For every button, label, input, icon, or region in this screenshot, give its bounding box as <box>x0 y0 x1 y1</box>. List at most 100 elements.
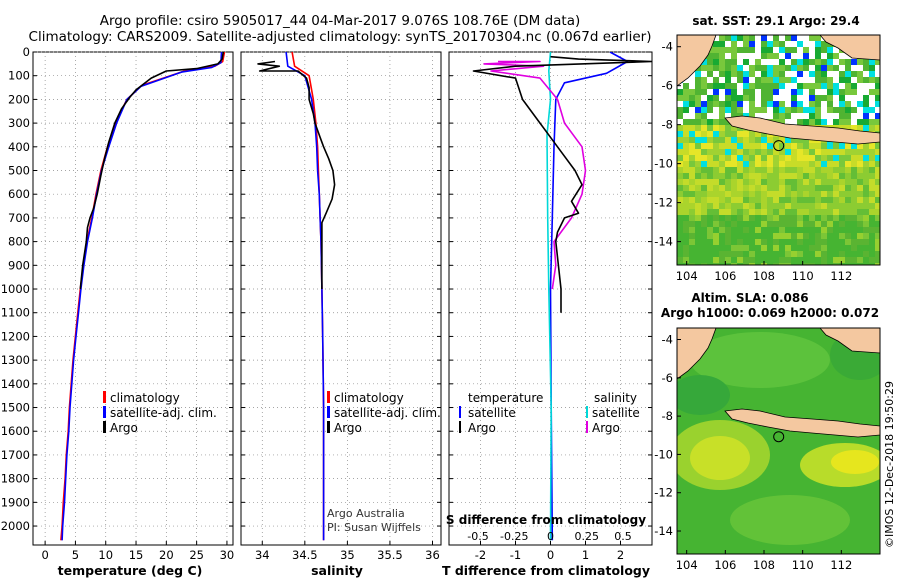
sst-cell <box>701 233 707 239</box>
sst-cell <box>815 221 821 227</box>
sst-cell <box>749 209 755 215</box>
sst-cell <box>737 41 743 47</box>
sst-cell <box>737 221 743 227</box>
x-tick-label: 5 <box>72 548 79 562</box>
sst-cell <box>839 155 845 161</box>
sst-cell <box>863 173 869 179</box>
sst-cell <box>683 245 689 251</box>
sst-cell <box>731 239 737 245</box>
sst-cell <box>737 137 743 143</box>
sst-cell <box>869 245 875 251</box>
sst-cell <box>713 125 719 131</box>
sst-cell <box>839 173 845 179</box>
sst-cell <box>719 257 725 263</box>
sst-cell <box>701 143 707 149</box>
sst-cell <box>677 143 683 149</box>
sst-cell <box>851 215 857 221</box>
sst-cell <box>731 107 737 113</box>
sst-cell <box>689 227 695 233</box>
sst-cell <box>785 143 791 149</box>
sst-cell <box>713 245 719 251</box>
sst-cell <box>713 59 719 65</box>
sst-cell <box>701 95 707 101</box>
sst-cell <box>731 209 737 215</box>
sst-cell <box>863 221 869 227</box>
x-tick-label: 30 <box>220 548 235 562</box>
sst-cell <box>785 95 791 101</box>
sst-cell <box>725 167 731 173</box>
sst-cell <box>875 65 880 71</box>
sst-cell <box>791 95 797 101</box>
sst-cell <box>683 137 689 143</box>
sst-cell <box>773 173 779 179</box>
sst-cell <box>725 185 731 191</box>
sst-cell <box>833 227 839 233</box>
sst-cell <box>869 113 875 119</box>
sst-cell <box>845 125 851 131</box>
map-x-tick-label: 110 <box>792 269 814 283</box>
sst-cell <box>815 101 821 107</box>
sst-cell <box>701 113 707 119</box>
sst-cell <box>809 197 815 203</box>
sst-cell <box>845 221 851 227</box>
sst-cell <box>689 209 695 215</box>
sst-cell <box>785 59 791 65</box>
sst-cell <box>695 113 701 119</box>
sst-cell <box>695 245 701 251</box>
sst-cell <box>743 155 749 161</box>
sst-cell <box>677 245 683 251</box>
sst-cell <box>761 227 767 233</box>
sst-cell <box>719 35 725 41</box>
sst-cell <box>713 227 719 233</box>
sst-cell <box>695 119 701 125</box>
sst-cell <box>713 167 719 173</box>
legend-temp-satellite-swatch <box>459 406 461 418</box>
sst-cell <box>857 173 863 179</box>
sst-cell <box>791 83 797 89</box>
sst-map-axes: 104 106 108 110 112 -4 -6 -8 -10 -12 -14 <box>654 40 852 283</box>
sst-cell <box>827 227 833 233</box>
sst-cell <box>857 113 863 119</box>
series-line-salinity-argo <box>483 60 587 290</box>
x-tick-label: 10 <box>98 548 113 562</box>
sst-cell <box>677 215 683 221</box>
sla-map-panel: Altim. SLA: 0.086 Argo h1000: 0.069 h200… <box>654 291 881 572</box>
sst-cell <box>731 131 737 137</box>
sst-cell <box>683 89 689 95</box>
sst-cell <box>857 125 863 131</box>
sst-cell <box>785 173 791 179</box>
sst-cell <box>827 209 833 215</box>
sst-cell <box>857 221 863 227</box>
sst-cell <box>683 215 689 221</box>
sst-cell <box>719 41 725 47</box>
sst-cell <box>689 167 695 173</box>
sst-cell <box>737 263 743 265</box>
sst-cell <box>743 197 749 203</box>
sst-cell <box>803 263 809 265</box>
kalimantan-land <box>819 328 880 354</box>
sst-cell <box>863 83 869 89</box>
sst-cell <box>821 59 827 65</box>
sst-cell <box>779 155 785 161</box>
sla-blob <box>690 332 830 388</box>
sst-cell <box>719 143 725 149</box>
sst-cell <box>815 239 821 245</box>
sst-cell <box>773 167 779 173</box>
sst-cell <box>851 155 857 161</box>
sst-cell <box>779 227 785 233</box>
sst-cell <box>725 53 731 59</box>
sst-cell <box>749 131 755 137</box>
sst-cell <box>743 263 749 265</box>
sst-cell <box>839 233 845 239</box>
sst-cell <box>707 161 713 167</box>
sst-cell <box>731 89 737 95</box>
sst-cell <box>833 107 839 113</box>
sst-cell <box>839 221 845 227</box>
sst-cell <box>773 113 779 119</box>
sst-cell <box>821 95 827 101</box>
sst-cell <box>863 179 869 185</box>
sst-cell <box>863 89 869 95</box>
sst-cell <box>767 209 773 215</box>
sst-cell <box>779 149 785 155</box>
sst-cell <box>695 197 701 203</box>
